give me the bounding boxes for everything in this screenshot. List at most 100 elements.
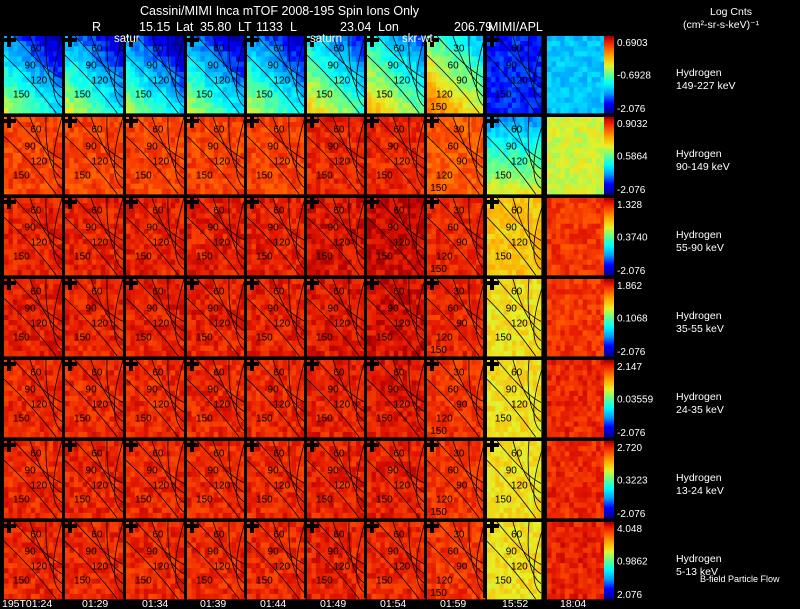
time-tick-label: 15:52 (502, 598, 528, 609)
contour-label: 90 (86, 222, 98, 233)
colorbar-mid-label: 0.03559 (617, 395, 654, 406)
contour-label: 150 (74, 252, 91, 263)
contour-label: 120 (436, 576, 453, 587)
contour-label: 60 (152, 205, 164, 216)
colorbar-min-label: -2.076 (617, 428, 646, 439)
contour-label: 60 (333, 529, 345, 540)
band-species-label: Hydrogen (676, 472, 722, 484)
orbit-lt-value: 1133 (256, 20, 283, 34)
contour-label: 120 (273, 157, 290, 168)
contour-label: 60 (448, 222, 460, 233)
contour-label: 150 (316, 252, 333, 263)
contour-label: 150 (316, 576, 333, 587)
contour-label: 60 (30, 205, 42, 216)
contour-label: 60 (393, 43, 405, 54)
contour-label: 60 (511, 286, 523, 297)
contour-label: 90 (456, 319, 468, 330)
heatmap-panel (547, 522, 606, 600)
panel-separator (123, 34, 126, 598)
contour-label: 120 (91, 157, 108, 168)
contour-label: 150 (256, 90, 273, 101)
contour-label: 90 (208, 546, 220, 557)
contour-label: 150 (196, 333, 213, 344)
contour-label: 60 (91, 43, 103, 54)
contour-label: 60 (333, 43, 345, 54)
contour-label: 120 (30, 319, 47, 330)
contour-label: 90 (388, 141, 400, 152)
colorbar-max-label: 2.147 (617, 362, 642, 373)
contour-label: 90 (506, 546, 518, 557)
contour-label: 60 (333, 286, 345, 297)
contour-label: 120 (91, 76, 108, 87)
contour-label: 90 (388, 60, 400, 71)
contour-label: 150 (430, 507, 447, 518)
panel-separator (184, 34, 187, 598)
band-species-label: Hydrogen (676, 148, 722, 160)
contour-label: 150 (316, 333, 333, 344)
frame-label: satur (114, 33, 140, 45)
time-tick-label: 18:04 (560, 598, 586, 609)
colorbar-max-label: 2.720 (617, 443, 642, 454)
colorbar-min-label: -2.076 (617, 509, 646, 520)
contour-label: 90 (86, 465, 98, 476)
contour-label: 120 (436, 414, 453, 425)
band-species-label: Hydrogen (676, 553, 722, 565)
contour-label: 60 (511, 43, 523, 54)
contour-label: 150 (256, 252, 273, 263)
contour-label: 150 (74, 495, 91, 506)
colorbar-min-label: -2.076 (617, 104, 646, 115)
heatmap-panel (547, 198, 606, 276)
contour-label: 30 (453, 43, 465, 54)
contour-label: 150 (196, 252, 213, 263)
panel-separator (244, 34, 247, 598)
contour-label: 60 (152, 124, 164, 135)
contour-label: 90 (208, 303, 220, 314)
contour-label: 150 (135, 414, 152, 425)
contour-label: 60 (30, 286, 42, 297)
contour-label: 90 (388, 303, 400, 314)
contour-label: 150 (376, 414, 393, 425)
contour-label: 90 (86, 141, 98, 152)
contour-label: 150 (430, 183, 447, 194)
contour-label: 120 (511, 238, 528, 249)
contour-label: 90 (328, 141, 340, 152)
band-energy-label: 90-149 keV (676, 161, 730, 173)
contour-label: 120 (333, 481, 350, 492)
contour-label: 150 (430, 102, 447, 113)
contour-label: 150 (196, 576, 213, 587)
